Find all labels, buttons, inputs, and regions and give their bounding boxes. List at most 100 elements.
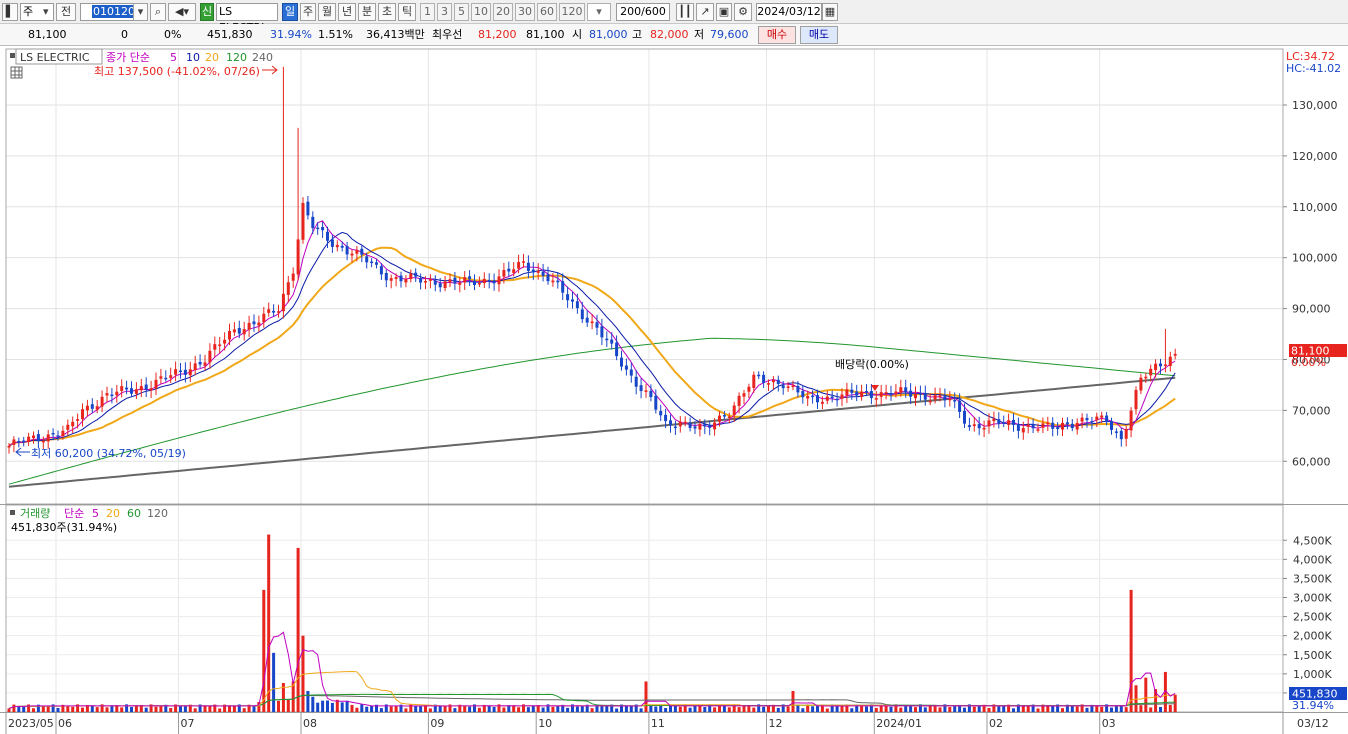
volume-bar xyxy=(134,705,138,712)
date-field[interactable]: 2024/03/12 xyxy=(756,3,822,21)
buy-button[interactable]: 매수 xyxy=(758,26,796,44)
candle-body xyxy=(1051,422,1055,429)
candle-body xyxy=(747,386,751,392)
candle-body xyxy=(820,401,824,404)
volume-bar xyxy=(1041,704,1045,712)
candle-body xyxy=(232,329,236,333)
sell-button[interactable]: 매도 xyxy=(800,26,838,44)
candle-body xyxy=(541,271,545,276)
date-tick-label: 10 xyxy=(538,717,552,730)
period-tab-second[interactable]: 초 xyxy=(378,3,396,21)
interval-10[interactable]: 10 xyxy=(471,3,491,21)
volume-bar xyxy=(399,704,403,712)
stock-code-input[interactable]: 010120 xyxy=(80,3,148,21)
candle-body xyxy=(879,392,883,397)
candle-icon[interactable]: ┃┃ xyxy=(676,3,694,21)
layout-icon[interactable]: ▌ xyxy=(2,3,18,21)
candle-body xyxy=(502,270,506,277)
volume-bar xyxy=(918,704,922,712)
interval-1[interactable]: 1 xyxy=(420,3,435,21)
volume-bar xyxy=(963,707,966,712)
stock-label-box[interactable] xyxy=(15,48,103,65)
volume-bar xyxy=(193,708,197,712)
volume-bar xyxy=(620,704,623,712)
candle-body xyxy=(830,396,834,399)
chart-canvas[interactable]: 130,000120,000110,000100,00090,00080,000… xyxy=(0,47,1348,734)
current-price: 81,100 xyxy=(28,28,67,41)
candle-body xyxy=(1129,410,1133,431)
volume-bar xyxy=(330,702,334,712)
volume-bar xyxy=(453,708,457,712)
vertical-gridlines xyxy=(55,49,1101,712)
volume-bar xyxy=(526,707,530,712)
volume-bar xyxy=(840,706,844,712)
gear-icon[interactable]: ⚙ xyxy=(734,3,752,21)
interval-30[interactable]: 30 xyxy=(515,3,535,21)
volume-bar xyxy=(228,705,231,712)
period-tab-year[interactable]: 년 xyxy=(338,3,356,21)
volume-bar xyxy=(958,704,962,712)
volume-bar xyxy=(458,704,462,712)
volume-bar xyxy=(884,705,888,712)
period-tab-minute[interactable]: 분 xyxy=(358,3,376,21)
interval-3[interactable]: 3 xyxy=(437,3,452,21)
volume-tick-label: 2,000K xyxy=(1293,630,1332,643)
candle-body xyxy=(1124,428,1128,439)
interval-20[interactable]: 20 xyxy=(493,3,513,21)
bar-count-field[interactable]: 200/600 xyxy=(616,3,670,21)
period-tab-week[interactable]: 주 xyxy=(300,3,316,21)
candle-body xyxy=(394,277,398,279)
volume-bar xyxy=(811,706,815,712)
candle-body xyxy=(806,395,810,399)
date-tick-label: 02 xyxy=(989,717,1003,730)
search-icon[interactable]: ⌕ xyxy=(150,3,166,21)
volume-bar xyxy=(992,704,996,712)
candle-body xyxy=(188,369,192,376)
interval-dropdown[interactable]: ▾ xyxy=(587,3,611,21)
volume-bar xyxy=(159,705,163,712)
market-select[interactable]: 주 ▾ xyxy=(20,3,54,21)
volume-bar xyxy=(1046,705,1050,712)
period-tab-tick[interactable]: 틱 xyxy=(398,3,416,21)
candle-body xyxy=(125,387,129,390)
volume-bar xyxy=(247,704,251,712)
chevron-down-icon[interactable]: ▾ xyxy=(133,3,148,21)
interval-60[interactable]: 60 xyxy=(537,3,557,21)
interval-5[interactable]: 5 xyxy=(454,3,469,21)
stock-code-value: 010120 xyxy=(92,5,136,18)
candle-body xyxy=(1090,421,1094,423)
volume-bar xyxy=(1090,704,1094,712)
grid-icon[interactable] xyxy=(10,66,23,79)
volume-bar xyxy=(762,706,766,712)
volume-bar xyxy=(879,704,883,712)
line-tool-icon[interactable]: ↗ xyxy=(696,3,714,21)
save-icon[interactable]: ▣ xyxy=(716,3,732,21)
period-tab-month[interactable]: 월 xyxy=(318,3,336,21)
candle-body xyxy=(1119,430,1123,440)
candle-body xyxy=(286,282,290,295)
volume-bar xyxy=(492,706,496,712)
panel-marker-icon xyxy=(10,510,15,515)
volume-bar xyxy=(791,691,795,712)
ma120-line xyxy=(8,337,1176,485)
candle-body xyxy=(105,393,109,396)
calendar-icon[interactable]: ▦ xyxy=(822,3,838,21)
candle-body xyxy=(1080,417,1084,422)
period-tab-day[interactable]: 일 xyxy=(282,3,298,21)
speaker-icon[interactable]: ◀▾ xyxy=(168,3,196,21)
candle-body xyxy=(85,405,89,411)
volume-bar xyxy=(639,708,643,712)
volume-bar xyxy=(22,706,26,712)
volume-bar xyxy=(1031,704,1035,712)
high-price: 82,000 xyxy=(650,28,689,41)
candle-body xyxy=(713,422,717,430)
volume-tick-label: 3,000K xyxy=(1293,592,1332,605)
interval-120[interactable]: 120 xyxy=(559,3,585,21)
volume-bar xyxy=(1154,689,1158,712)
candle-body xyxy=(776,379,780,385)
stock-name-field[interactable]: LS ELECTRI xyxy=(216,3,278,34)
candle-body xyxy=(326,231,329,241)
volume-bar xyxy=(326,700,329,712)
candle-body xyxy=(629,369,633,376)
all-button[interactable]: 전 xyxy=(56,3,76,21)
